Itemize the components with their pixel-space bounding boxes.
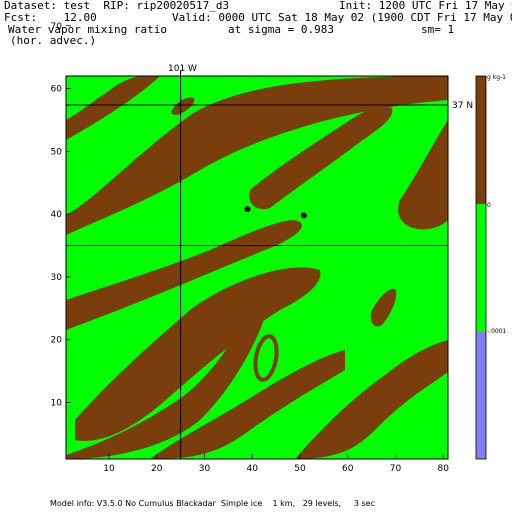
x-tick-label: 70 (390, 464, 402, 474)
y-tick-label: 40 (51, 210, 63, 220)
y-tick-label: 50 (51, 147, 63, 157)
colorbar: g kg-1 0 -.0001 (475, 74, 507, 460)
colorbar-zero (476, 204, 486, 332)
x-axis: 10 20 30 40 50 60 70 80 (103, 454, 449, 474)
moist-band-lower-right (295, 340, 448, 459)
moist-band-right-edge (398, 120, 448, 230)
station-markers (244, 206, 307, 219)
y-tick-label: 10 (51, 398, 63, 408)
colorbar-label-zero: 0 (487, 202, 491, 209)
y-axis: 10 20 30 40 50 60 70 (51, 22, 71, 408)
x-tick-label: 40 (246, 464, 258, 474)
sigma-level-label: at sigma = 0.983 (228, 23, 334, 36)
y-tick-label: 60 (51, 85, 63, 95)
latitude-label: 37 N (452, 101, 473, 111)
moist-patch-small-right (370, 288, 397, 327)
x-tick-label: 30 (199, 464, 211, 474)
x-tick-label: 50 (294, 464, 306, 474)
smoothing-label: sm= 1 (421, 23, 455, 36)
station-marker-2 (300, 212, 307, 219)
station-marker-1 (244, 206, 251, 213)
moist-band-lower (66, 306, 265, 459)
mixing-ratio-field (66, 76, 448, 459)
advection-label: (hor. advec.) (10, 34, 97, 47)
moist-band-upper-right (66, 76, 448, 235)
x-tick-label: 60 (342, 464, 354, 474)
longitude-label: 101 W (168, 64, 197, 74)
dataset-label: Dataset: test RIP: rip20020517_d3 (4, 0, 230, 12)
y-tick-label: 70 (51, 22, 63, 32)
y-tick-label: 30 (51, 273, 63, 283)
moist-band-upper-mid (249, 107, 393, 210)
colorbar-negative (476, 332, 486, 459)
moist-band-lower-center (150, 350, 345, 459)
colorbar-label-negative: -.0001 (487, 328, 507, 335)
y-tick-label: 20 (51, 336, 63, 346)
field-name-label: Water vapor mixing ratio (8, 23, 167, 36)
x-tick-label: 80 (437, 464, 449, 474)
x-tick-label: 10 (103, 464, 115, 474)
valid-time-label: Valid: 0000 UTC Sat 18 May 02 (1900 CDT … (172, 11, 512, 24)
colorbar-positive (476, 76, 486, 204)
forecast-hour-label: Fcst: 12.00 (4, 11, 97, 24)
model-info-footer: Model info: V3.5.0 No Cumulus Blackadar … (50, 499, 375, 508)
colorbar-label-units: g kg-1 (487, 74, 506, 81)
x-tick-label: 20 (151, 464, 163, 474)
moist-band-central (66, 220, 302, 330)
colorbar-frame (475, 75, 487, 460)
moist-band-top-left (66, 76, 160, 140)
dry-pocket-center (253, 334, 279, 382)
moist-patch-small-top (171, 97, 195, 115)
plot-frame (65, 75, 449, 460)
